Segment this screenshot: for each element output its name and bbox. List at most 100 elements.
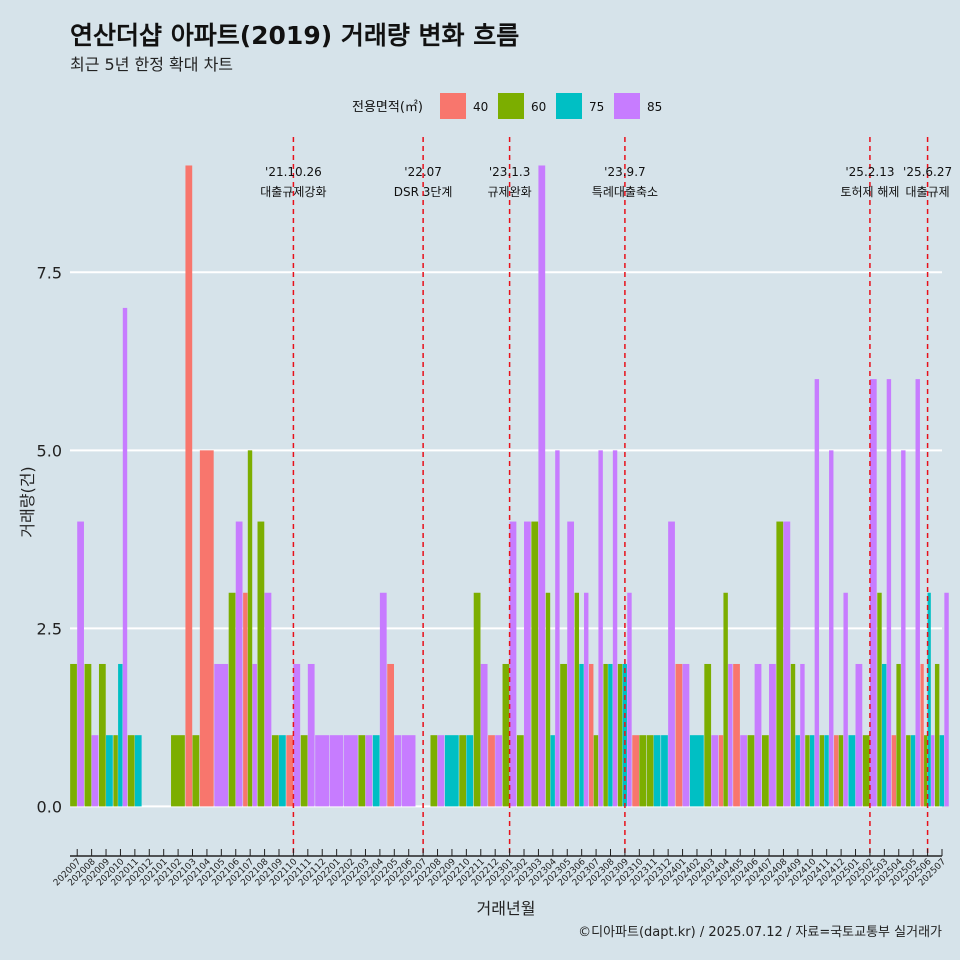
y-tick-label: 7.5 [37, 263, 62, 282]
legend-item-60: 60 [498, 93, 546, 119]
bar-202007-60 [70, 663, 77, 807]
event-desc-label: 대출규제 [906, 185, 950, 199]
bar-202310-60 [639, 735, 647, 807]
bar-202308-85 [612, 450, 618, 807]
bar-202401-40 [675, 663, 683, 807]
bar-202301-85 [509, 521, 517, 807]
bar-202305-60 [560, 663, 567, 807]
bar-202107-85 [252, 663, 257, 807]
bar-202407-60 [761, 735, 769, 807]
bar-202408-85 [783, 521, 791, 807]
bar-202403-85 [711, 735, 719, 807]
legend-swatch [498, 93, 524, 119]
bar-202108-60 [257, 521, 265, 807]
event-lines [292, 137, 929, 856]
event-desc-label: DSR 3단계 [394, 185, 453, 199]
event-date-label: '21.10.26 [265, 165, 322, 179]
bar-202110-40 [286, 735, 294, 807]
legend-title: 전용면적(㎡) [352, 100, 423, 115]
bar-202103-60 [192, 735, 200, 807]
y-axis-title: 거래량(건) [18, 466, 37, 537]
event-desc-label: 특례대출축소 [592, 185, 658, 199]
event-desc-label: 규제완화 [488, 185, 532, 199]
bar-202010-75 [118, 663, 123, 807]
bar-202210-60 [459, 735, 467, 807]
bar-202303-85 [538, 165, 546, 807]
bar-202411-60 [819, 735, 825, 807]
bar-202410-75 [809, 735, 815, 807]
bar-202203-60 [358, 735, 366, 807]
bar-202108-85 [264, 592, 272, 807]
bar-202312-75 [661, 735, 668, 807]
bar-202010-60 [113, 735, 118, 807]
y-tick-label: 0.0 [37, 797, 62, 816]
bar-202109-60 [271, 735, 279, 807]
bar-202411-85 [829, 450, 834, 807]
chart-title: 연산더샵 아파트(2019) 거래량 변화 흐름 [70, 21, 519, 50]
bar-202302-85 [524, 521, 531, 807]
legend-swatch [556, 93, 582, 119]
event-date-label: '22.07 [404, 165, 442, 179]
bar-202211-85 [480, 663, 488, 807]
event-desc-label: 토허제 해제 [840, 185, 899, 199]
bar-202402-75 [689, 735, 704, 807]
bar-202103-40 [185, 165, 193, 807]
y-axis: 0.0 2.5 5.0 7.5 [37, 263, 62, 816]
bar-202304-60 [545, 592, 551, 807]
legend-swatch [614, 93, 640, 119]
y-tick-label: 5.0 [37, 441, 62, 460]
bar-202302-60 [516, 735, 524, 807]
bar-202506-75 [927, 592, 931, 807]
bar-202501-75 [848, 735, 856, 807]
bar-202411-75 [824, 735, 829, 807]
bar-202501-85 [855, 663, 863, 807]
bar-202404-60 [723, 592, 728, 807]
bar-202010-85 [122, 307, 128, 807]
bar-202504-60 [896, 663, 901, 807]
legend-swatch [440, 93, 466, 119]
bar-202107-60 [247, 450, 253, 807]
bar-202308-60 [603, 663, 608, 807]
legend: 전용면적(㎡) 40 60 75 85 [352, 93, 662, 119]
bar-202503-60 [877, 592, 882, 807]
bar-202011-60 [127, 735, 135, 807]
bar-202111-60 [300, 735, 308, 807]
bar-202404-85 [728, 663, 733, 807]
bar-202506-85 [931, 735, 935, 807]
bar-202403-60 [704, 663, 712, 807]
event-date-label: '23.9.7 [604, 165, 645, 179]
legend-label: 40 [473, 100, 488, 114]
y-tick-label: 2.5 [37, 619, 62, 638]
bar-202412-40 [834, 735, 839, 807]
bar-202306-60 [574, 592, 580, 807]
legend-label: 60 [531, 100, 546, 114]
bar-202112-85 [315, 735, 329, 807]
bar-202408-60 [776, 521, 784, 807]
bars-layer [70, 165, 949, 807]
bar-202409-75 [795, 735, 800, 807]
bar-202404-40 [718, 735, 724, 807]
bar-202505-85 [915, 379, 920, 807]
legend-item-40: 40 [440, 93, 488, 119]
bar-202405-85 [740, 735, 747, 807]
chart-subtitle: 최근 5년 한정 확대 차트 [70, 55, 233, 74]
bar-202205-85 [394, 735, 402, 807]
bar-202309-60 [617, 663, 623, 807]
bar-202405-40 [733, 663, 740, 807]
bar-202208-85 [437, 735, 445, 807]
bar-202209-75 [444, 735, 459, 807]
bar-202506-60 [924, 735, 928, 807]
bar-202301-60 [502, 663, 510, 807]
bar-202304-85 [555, 450, 560, 807]
bar-202202-85 [343, 735, 358, 807]
bar-202307-60 [593, 735, 599, 807]
x-axis: 2020072020082020092020102020112020122021… [52, 849, 948, 888]
bar-202504-40 [891, 735, 897, 807]
bar-202110-85 [293, 663, 301, 807]
bar-202109-75 [278, 735, 286, 807]
bar-202308-75 [608, 663, 613, 807]
bar-202507-60 [934, 663, 940, 807]
bar-202203-85 [365, 735, 373, 807]
bar-202507-85 [944, 592, 949, 807]
